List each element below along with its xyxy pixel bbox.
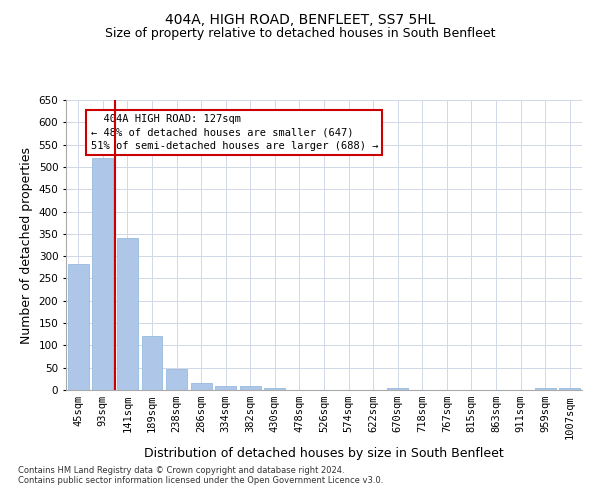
Bar (142, 336, 163, 390)
Bar (265, 388, 286, 390)
Bar (559, 388, 580, 390)
Bar (68, 264, 89, 390)
Bar (117, 238, 138, 390)
Text: Size of property relative to detached houses in South Benfleet: Size of property relative to detached ho… (105, 28, 495, 40)
Text: 404A, HIGH ROAD, BENFLEET, SS7 5HL: 404A, HIGH ROAD, BENFLEET, SS7 5HL (165, 12, 435, 26)
Bar (387, 388, 408, 390)
Y-axis label: Number of detached properties: Number of detached properties (20, 146, 33, 344)
Bar (92, 158, 113, 390)
Text: 404A HIGH ROAD: 127sqm
← 48% of detached houses are smaller (647)
51% of semi-de: 404A HIGH ROAD: 127sqm ← 48% of detached… (91, 114, 378, 150)
X-axis label: Distribution of detached houses by size in South Benfleet: Distribution of detached houses by size … (144, 447, 504, 460)
Bar (191, 383, 212, 390)
Bar (166, 369, 187, 390)
Text: Contains HM Land Registry data © Crown copyright and database right 2024.
Contai: Contains HM Land Registry data © Crown c… (18, 466, 383, 485)
Bar (535, 388, 556, 390)
Bar (240, 386, 261, 390)
Bar (215, 386, 236, 390)
